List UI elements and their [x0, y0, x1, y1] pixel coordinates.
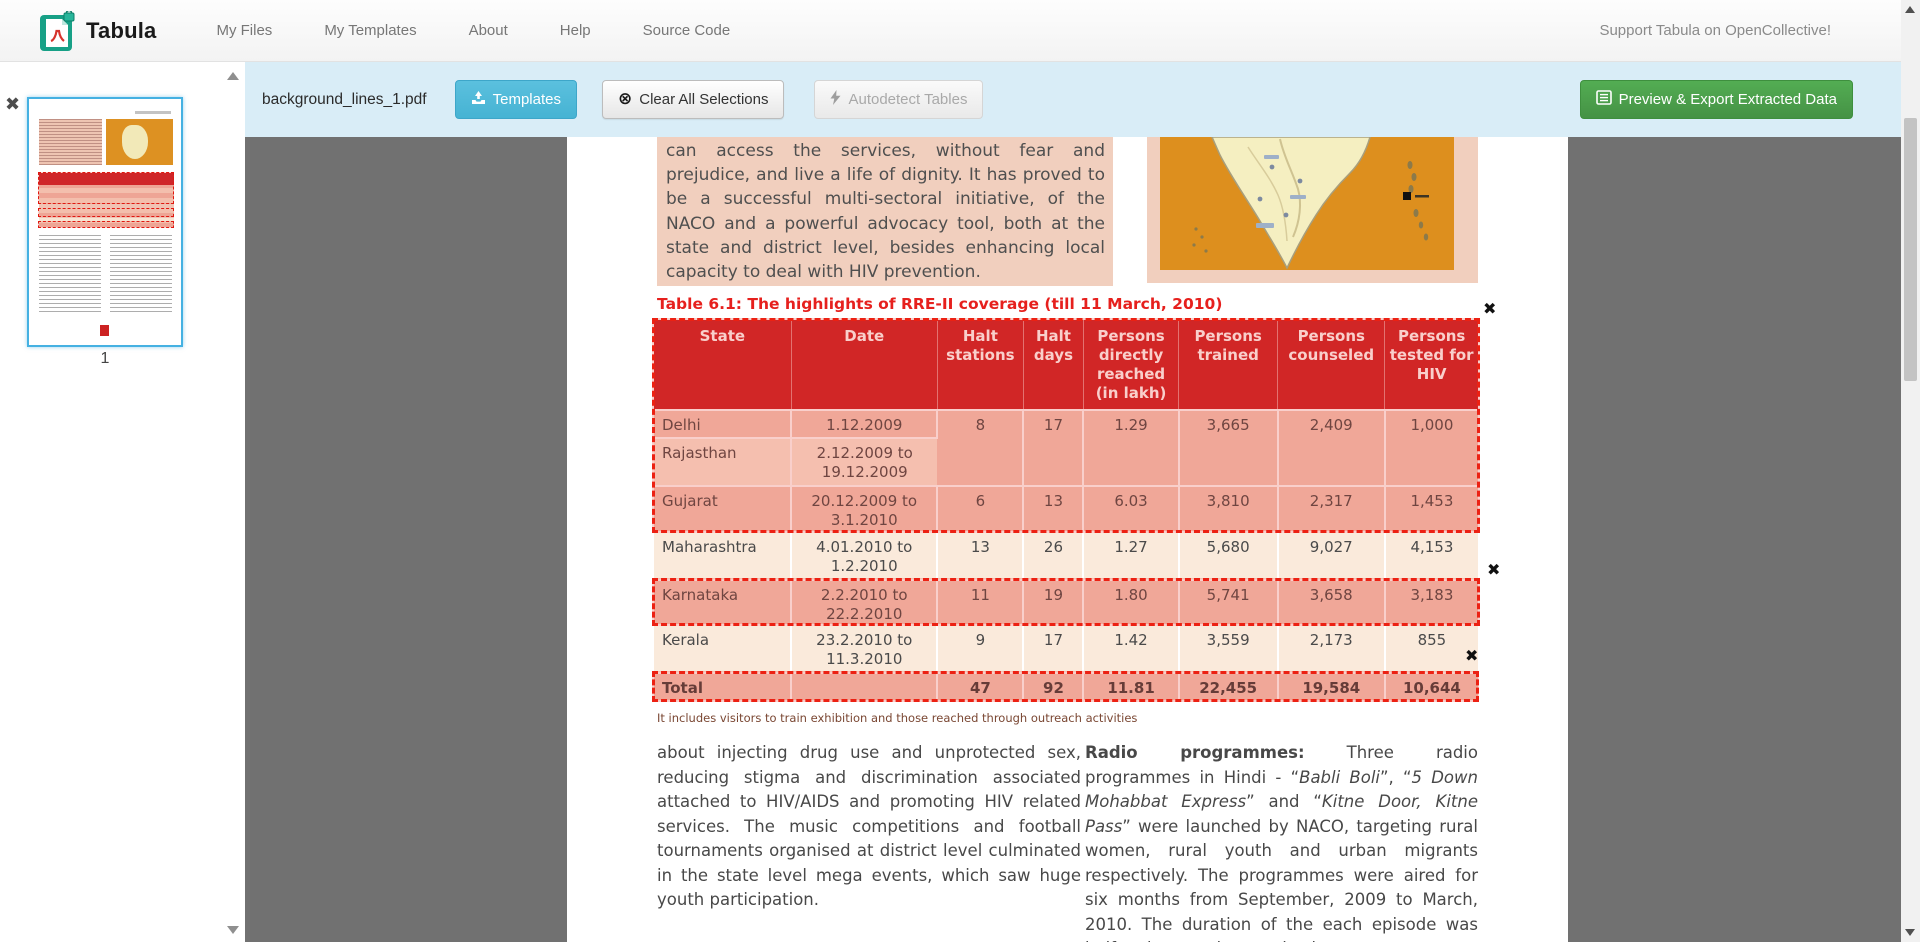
document-viewport[interactable]: can access the services, without fear an…	[245, 137, 1901, 942]
thumb-intro-block	[39, 119, 102, 165]
col-header-state: State	[654, 320, 792, 411]
templates-icon	[471, 90, 486, 109]
col-header-persons-reached: Persons directly reached (in lakh)	[1083, 320, 1180, 411]
nav-item-help[interactable]: Help	[559, 22, 591, 39]
col-header-persons-counseled: Persons counseled	[1277, 320, 1386, 411]
nav-item-about[interactable]: About	[468, 22, 508, 39]
scroll-up-icon[interactable]	[1905, 6, 1915, 13]
remove-selection-2-button[interactable]: ✖	[1487, 560, 1501, 579]
table-row: Rajasthan 2.12.2009 to 19.12.2009	[654, 438, 1478, 487]
pdf-page[interactable]: can access the services, without fear an…	[567, 137, 1568, 942]
document-filename: background_lines_1.pdf	[262, 90, 427, 108]
intro-text-block: can access the services, without fear an…	[657, 137, 1113, 286]
table-row: Karnataka 2.2.2010 to 22.2.2010 11 19 1.…	[654, 580, 1478, 626]
templates-button[interactable]: Templates	[454, 80, 577, 119]
col-header-date: Date	[791, 320, 938, 411]
preview-export-button[interactable]: Preview & Export Extracted Data	[1579, 80, 1853, 119]
table-row: Maharashtra 4.01.2010 to 1.2.2010 13 26 …	[654, 532, 1478, 581]
selection-overlay-2[interactable]	[652, 578, 1480, 626]
table-row: Kerala 23.2.2010 to 11.3.2010 9 17 1.42 …	[654, 625, 1478, 674]
table-row: Gujarat 20.12.2009 to 3.1.2010 6 13 6.03…	[654, 486, 1478, 533]
col-header-halt-stations: Halt stations	[937, 320, 1024, 411]
clear-selections-icon: ⊗	[617, 89, 633, 109]
app-title: Tabula	[86, 17, 157, 43]
support-link[interactable]: Support Tabula on OpenCollective!	[1599, 22, 1831, 39]
autodetect-tables-button: Autodetect Tables	[814, 80, 984, 119]
col-header-halt-days: Halt days	[1023, 320, 1084, 411]
thumb-text-column-left	[39, 235, 101, 315]
clear-all-selections-button[interactable]: ⊗ Clear All Selections	[601, 80, 785, 119]
india-map-inner	[1160, 137, 1454, 270]
table-row: Delhi 1.12.2009 8 17 1.29 3,665 2,409 1,…	[654, 410, 1478, 487]
thumb-table-block	[38, 172, 174, 228]
thumb-header-line	[135, 111, 171, 114]
main-scrollbar[interactable]	[1901, 0, 1920, 942]
brand[interactable]: Tabula	[40, 9, 157, 51]
lightning-icon	[830, 90, 841, 109]
table-title: Table 6.1: The highlights of RRE-II cove…	[657, 295, 1223, 313]
nav-item-my-templates[interactable]: My Templates	[324, 22, 417, 39]
tabula-logo-icon	[40, 9, 76, 51]
selection-overlay-1[interactable]	[652, 318, 1480, 533]
remove-page-button[interactable]: ✖	[5, 94, 21, 115]
selection-overlay-3[interactable]	[652, 671, 1479, 702]
scroll-down-icon[interactable]	[1905, 929, 1915, 936]
thumb-selection-1	[38, 172, 174, 204]
nav-item-source-code[interactable]: Source Code	[642, 22, 731, 39]
navbar: Tabula My Files My Templates About Help …	[0, 0, 1901, 62]
sidebar-scroll-up-icon[interactable]	[227, 72, 239, 80]
india-map	[1147, 137, 1478, 283]
thumb-selection-3	[38, 221, 174, 228]
remove-selection-1-button[interactable]: ✖	[1483, 299, 1497, 318]
nav-menu: My Files My Templates About Help Source …	[190, 12, 756, 49]
thumb-table-header	[39, 173, 174, 185]
page-thumbnail[interactable]	[27, 97, 183, 347]
scrollbar-thumb[interactable]	[1904, 118, 1917, 381]
export-data-icon	[1595, 90, 1612, 109]
thumb-map-block	[106, 119, 173, 165]
intro-paragraph: can access the services, without fear an…	[666, 141, 1105, 283]
col-header-persons-tested: Persons tested for HIV	[1384, 320, 1478, 411]
toolbar: background_lines_1.pdf Templates ⊗ Clear…	[245, 62, 1901, 137]
body-text-right-column: Radio programmes: Three radio programmes…	[1085, 743, 1478, 942]
col-header-persons-trained: Persons trained	[1178, 320, 1279, 411]
remove-selection-3-button[interactable]: ✖	[1465, 646, 1479, 665]
page-number-label: 1	[100, 350, 110, 367]
nav-item-my-files[interactable]: My Files	[216, 22, 273, 39]
sidebar: ✖ 1	[0, 62, 245, 942]
table-footnote: It includes visitors to train exhibition…	[657, 711, 1138, 725]
thumb-page-badge	[100, 325, 109, 336]
thumb-selection-2	[38, 208, 174, 217]
body-text-left-column: about injecting drug use and unprotected…	[657, 743, 1081, 909]
thumb-text-column-right	[110, 235, 172, 315]
table-header-row: State Date Halt stations Halt days Perso…	[654, 320, 1478, 411]
sidebar-scroll-down-icon[interactable]	[227, 926, 239, 934]
